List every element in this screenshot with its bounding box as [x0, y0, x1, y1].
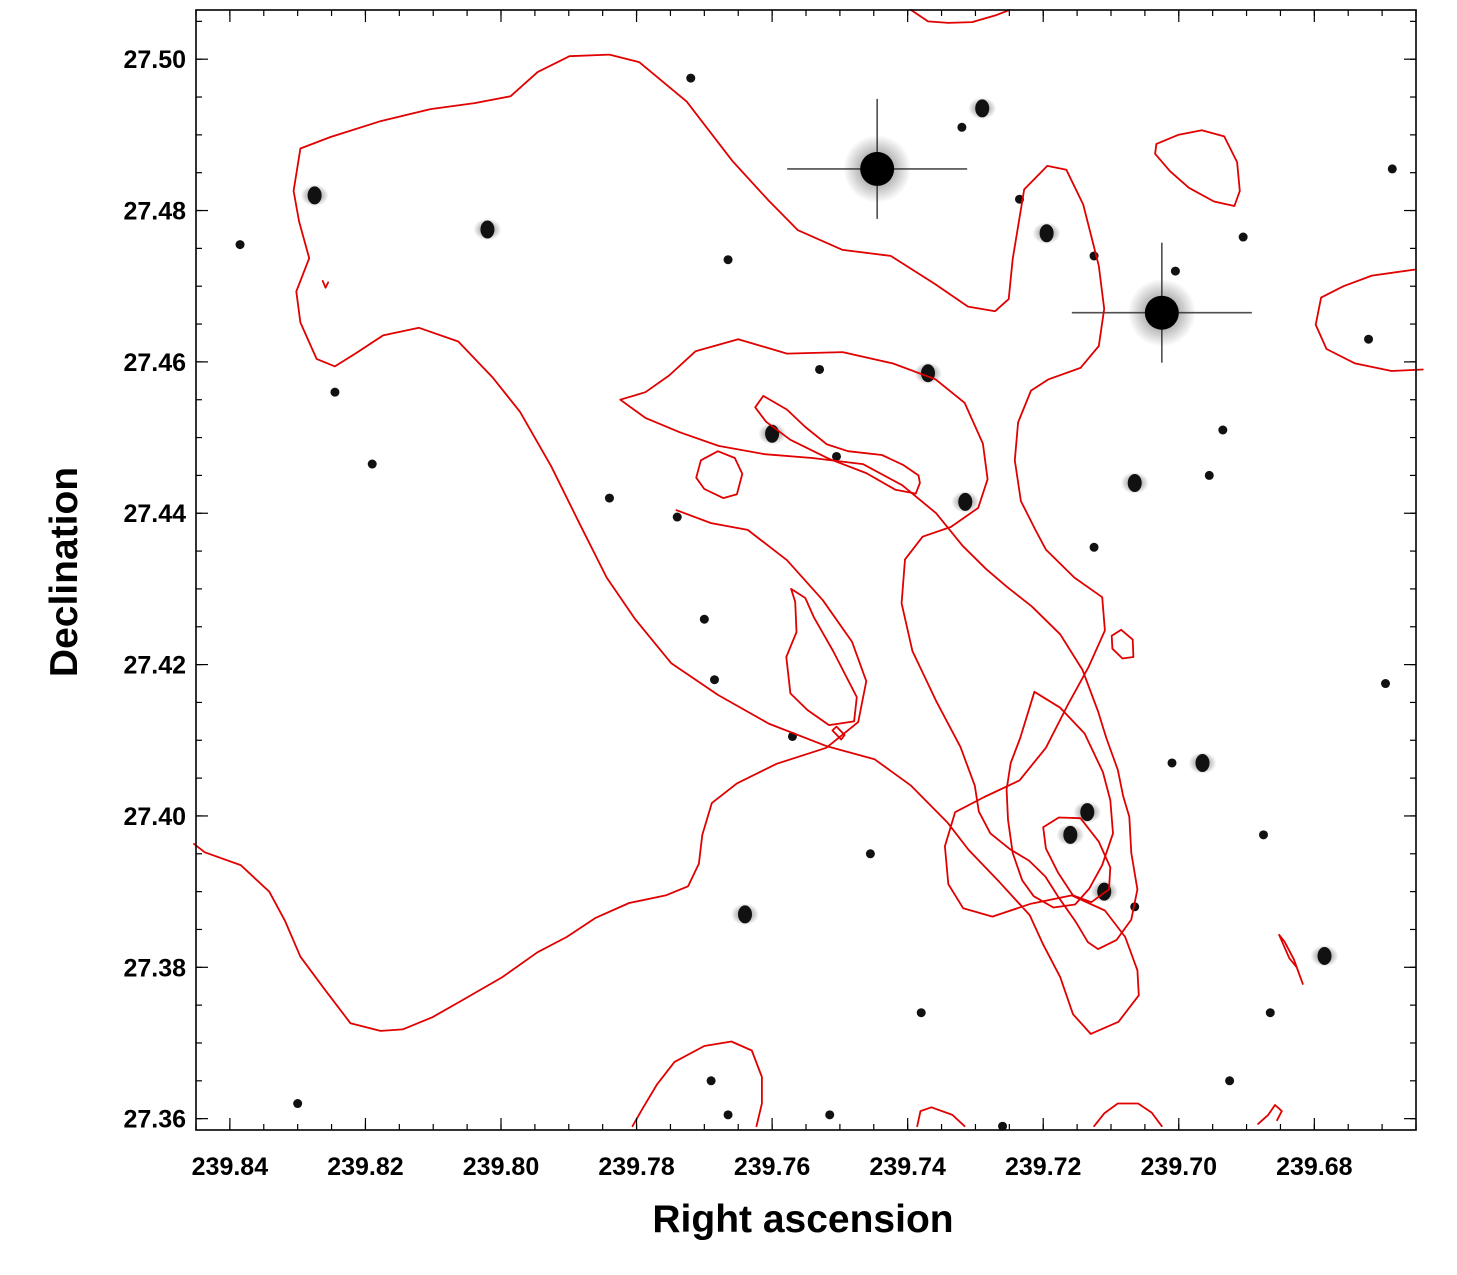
y-tick-label: 27.48 — [123, 198, 186, 226]
contour-line-13 — [631, 1040, 763, 1128]
sky-source-galaxy — [731, 903, 759, 926]
x-axis-title: Right ascension — [652, 1198, 953, 1241]
contour-line-16 — [1257, 1104, 1283, 1125]
contour-line-7 — [1042, 816, 1112, 904]
sky-source-star — [1167, 758, 1177, 768]
sky-source-star — [235, 240, 245, 250]
sky-sources-layer — [235, 73, 1397, 1131]
y-tick-label: 27.46 — [123, 349, 186, 377]
image-background — [196, 10, 1416, 1130]
sky-source-star — [604, 493, 614, 503]
contour-line-18 — [321, 280, 330, 289]
contour-line-9 — [1154, 129, 1241, 207]
sky-source-star — [1204, 470, 1214, 480]
sky-source-galaxy — [1056, 823, 1085, 846]
x-axis-tick-labels: 239.84 239.82 239.80 239.78 239.76 239.74 239.… — [192, 1153, 1353, 1181]
contour-line-11 — [1278, 933, 1304, 985]
sky-source-galaxy — [968, 97, 997, 120]
sky-source-star — [686, 73, 696, 83]
x-tick-label: 239.72 — [1005, 1153, 1081, 1181]
y-tick-label: 27.40 — [123, 803, 186, 831]
sky-source-star — [1259, 830, 1268, 840]
y-axis-title: Declination — [43, 467, 86, 677]
y-tick-label: 27.36 — [123, 1106, 186, 1134]
sky-source-star — [723, 255, 733, 265]
sky-source-star — [1387, 164, 1397, 174]
sky-source-star — [832, 451, 841, 461]
contour-line-8 — [1110, 628, 1135, 660]
sky-source-star — [1225, 1076, 1235, 1086]
sky-source-bright-star — [787, 98, 968, 219]
sky-source-star — [723, 1110, 733, 1120]
contour-line-0 — [292, 53, 1140, 1035]
sky-source-star — [1364, 334, 1374, 344]
contour-line-15 — [1093, 1102, 1163, 1128]
sky-source-galaxy — [1073, 801, 1102, 824]
contour-line-10 — [1314, 268, 1424, 372]
sky-source-galaxy — [473, 218, 502, 241]
contour-line-6 — [1005, 690, 1114, 909]
x-tick-label: 239.74 — [869, 1153, 946, 1181]
x-tick-label: 239.70 — [1141, 1153, 1217, 1181]
sky-source-star — [1381, 679, 1390, 689]
contour-line-12 — [910, 9, 1011, 24]
sky-source-star — [957, 122, 967, 132]
y-tick-label: 27.44 — [123, 500, 186, 528]
sky-source-star — [1170, 266, 1180, 276]
contour-line-17 — [831, 725, 846, 741]
x-tick-label: 239.82 — [327, 1153, 403, 1181]
sky-source-star — [998, 1121, 1008, 1131]
sky-source-star — [1265, 1008, 1275, 1018]
sky-source-galaxy — [1188, 751, 1217, 774]
contour-line-3 — [695, 450, 744, 499]
sky-source-galaxy — [1032, 222, 1061, 245]
contours-layer — [193, 9, 1424, 1128]
sky-source-star — [293, 1099, 303, 1109]
sky-source-galaxy — [951, 490, 980, 513]
sky-source-bright-star — [1071, 242, 1252, 363]
x-tick-label: 239.76 — [734, 1153, 810, 1181]
sky-source-star — [710, 675, 719, 685]
sky-source-star — [865, 849, 875, 859]
sky-source-star — [367, 459, 377, 469]
axis-ticks — [195, 10, 1417, 1130]
sky-source-star — [1218, 425, 1228, 435]
x-tick-label: 239.84 — [192, 1153, 269, 1181]
sky-source-star — [672, 512, 682, 522]
sky-source-star — [916, 1008, 926, 1018]
y-tick-label: 27.50 — [123, 46, 186, 74]
sky-source-star — [706, 1076, 716, 1086]
x-tick-label: 239.80 — [463, 1153, 539, 1181]
sky-source-galaxy — [1310, 944, 1339, 967]
y-tick-label: 27.38 — [123, 954, 186, 982]
y-axis-tick-labels: 27.36 27.38 27.40 27.42 27.44 27.46 27.48 27.50 — [123, 46, 186, 1133]
sky-source-galaxy — [1120, 471, 1149, 494]
contour-line-14 — [916, 1106, 966, 1128]
sky-source-galaxy — [300, 184, 329, 207]
contour-line-1 — [619, 338, 1139, 950]
sky-source-star — [699, 614, 709, 624]
sky-source-star — [1089, 542, 1099, 552]
y-tick-label: 27.42 — [123, 652, 186, 680]
contour-line-2 — [193, 509, 868, 1032]
x-tick-label: 239.78 — [598, 1153, 675, 1181]
sky-source-star — [1238, 232, 1248, 242]
sky-source-star — [815, 364, 825, 374]
sky-source-star — [825, 1110, 835, 1120]
x-tick-label: 239.68 — [1276, 1153, 1353, 1181]
sky-source-star — [330, 387, 340, 397]
contour-line-4 — [754, 395, 921, 495]
contour-line-5 — [785, 588, 858, 726]
